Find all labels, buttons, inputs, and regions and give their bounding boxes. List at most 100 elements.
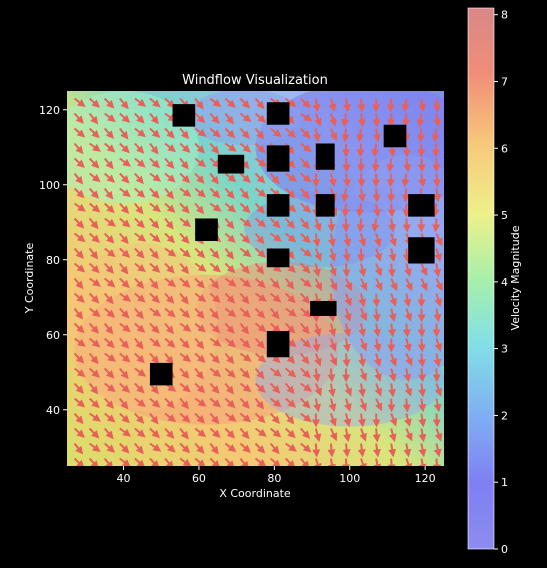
velocity-arrow bbox=[179, 187, 192, 197]
velocity-arrow bbox=[284, 277, 295, 290]
velocity-arrow bbox=[119, 112, 131, 123]
velocity-arrow bbox=[239, 202, 251, 214]
velocity-arrow bbox=[119, 217, 131, 228]
velocity-arrow bbox=[254, 277, 266, 289]
velocity-arrow bbox=[103, 157, 114, 170]
obstacle bbox=[408, 237, 435, 264]
velocity-arrow bbox=[164, 337, 176, 348]
velocity-arrow bbox=[73, 457, 85, 466]
velocity-arrow bbox=[372, 428, 381, 443]
velocity-arrow bbox=[224, 202, 237, 213]
velocity-arrow bbox=[285, 172, 297, 182]
velocity-arrow bbox=[269, 127, 282, 138]
velocity-arrow bbox=[432, 173, 441, 188]
velocity-arrow bbox=[119, 427, 132, 437]
velocity-arrow bbox=[417, 158, 426, 173]
velocity-arrow bbox=[254, 292, 267, 302]
velocity-arrow bbox=[254, 322, 267, 333]
velocity-arrow bbox=[73, 382, 84, 394]
velocity-arrow bbox=[403, 293, 412, 308]
velocity-arrow bbox=[149, 352, 160, 364]
velocity-arrow bbox=[103, 97, 115, 109]
obstacle bbox=[149, 362, 173, 386]
velocity-arrow bbox=[134, 397, 146, 408]
colorbar-tick-label: 6 bbox=[501, 142, 508, 155]
velocity-arrow bbox=[405, 428, 413, 442]
velocity-arrow bbox=[433, 113, 442, 128]
colorbar-tick-label: 4 bbox=[501, 276, 508, 289]
velocity-arrow bbox=[405, 278, 413, 292]
velocity-arrow bbox=[179, 412, 191, 423]
velocity-arrow bbox=[119, 322, 131, 333]
velocity-arrow bbox=[402, 143, 411, 158]
velocity-arrow bbox=[134, 307, 144, 320]
velocity-arrow bbox=[386, 158, 395, 173]
velocity-arrow bbox=[341, 203, 350, 218]
velocity-arrow bbox=[328, 233, 336, 248]
velocity-arrow bbox=[209, 277, 220, 290]
velocity-arrow bbox=[373, 338, 382, 353]
velocity-arrow bbox=[374, 398, 383, 412]
velocity-arrow bbox=[88, 187, 99, 199]
y-tick-label: 40 bbox=[46, 404, 60, 417]
obstacle bbox=[266, 248, 290, 268]
velocity-arrow bbox=[194, 352, 206, 363]
velocity-arrow bbox=[73, 157, 85, 168]
velocity-arrow bbox=[359, 278, 368, 292]
velocity-arrow bbox=[104, 352, 117, 362]
velocity-arrow bbox=[342, 338, 351, 353]
velocity-arrow bbox=[119, 412, 130, 424]
velocity-arrow bbox=[209, 262, 221, 273]
velocity-arrow bbox=[73, 187, 85, 199]
velocity-arrow bbox=[73, 127, 86, 138]
velocity-arrow bbox=[403, 263, 412, 278]
velocity-arrow bbox=[254, 142, 266, 154]
velocity-arrow bbox=[164, 262, 175, 274]
velocity-arrow bbox=[313, 218, 322, 232]
velocity-arrow bbox=[389, 353, 398, 367]
velocity-arrow bbox=[418, 413, 427, 428]
velocity-arrow bbox=[73, 247, 84, 259]
velocity-arrow bbox=[149, 442, 162, 452]
velocity-arrow bbox=[401, 113, 410, 128]
velocity-arrow bbox=[104, 247, 116, 258]
velocity-arrow bbox=[418, 383, 427, 398]
velocity-arrow bbox=[103, 262, 115, 274]
velocity-arrow bbox=[119, 292, 132, 302]
velocity-arrow bbox=[134, 187, 146, 198]
x-tick-label: 40 bbox=[117, 472, 131, 485]
velocity-arrow bbox=[300, 397, 311, 409]
velocity-arrow bbox=[209, 112, 220, 124]
velocity-arrow bbox=[103, 322, 114, 335]
velocity-arrow bbox=[209, 382, 220, 394]
velocity-arrow bbox=[254, 352, 267, 363]
velocity-arrow bbox=[404, 383, 413, 397]
velocity-arrow bbox=[118, 262, 129, 275]
velocity-arrow bbox=[179, 457, 192, 466]
velocity-arrow bbox=[149, 247, 159, 260]
velocity-arrow bbox=[388, 308, 397, 323]
velocity-arrow bbox=[300, 142, 312, 153]
velocity-arrow bbox=[164, 307, 176, 318]
velocity-arrow bbox=[269, 412, 280, 424]
velocity-arrow bbox=[433, 263, 442, 278]
velocity-arrow bbox=[328, 383, 336, 398]
velocity-arrow bbox=[194, 262, 207, 272]
velocity-arrow bbox=[359, 428, 367, 442]
velocity-arrow bbox=[134, 172, 144, 185]
velocity-arrow bbox=[312, 368, 321, 383]
velocity-arrow bbox=[179, 397, 190, 410]
velocity-arrow bbox=[239, 322, 250, 335]
velocity-arrow bbox=[179, 277, 191, 288]
velocity-arrow bbox=[224, 367, 236, 378]
velocity-arrow bbox=[103, 397, 115, 409]
velocity-arrow bbox=[389, 413, 398, 427]
velocity-arrow bbox=[239, 142, 252, 153]
velocity-arrow bbox=[389, 293, 397, 307]
colorbar-tick-label: 5 bbox=[501, 209, 508, 222]
velocity-arrow bbox=[119, 382, 131, 393]
obstacle bbox=[172, 104, 196, 127]
velocity-arrow bbox=[119, 232, 129, 245]
velocity-arrow bbox=[88, 157, 100, 169]
velocity-arrow bbox=[194, 412, 205, 424]
